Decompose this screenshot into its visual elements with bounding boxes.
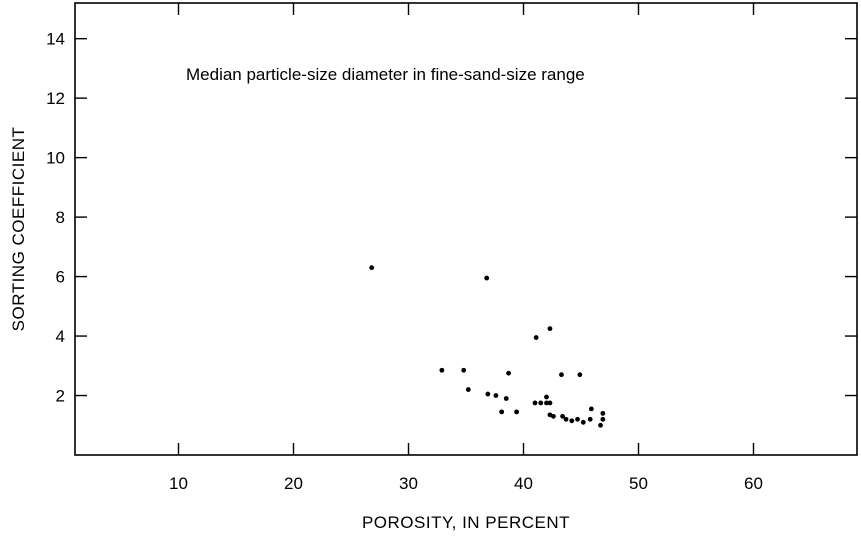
data-point xyxy=(465,387,471,392)
data-point xyxy=(484,275,490,281)
y-tick-label-12: 12 xyxy=(46,89,65,108)
data-points xyxy=(369,265,606,428)
data-point xyxy=(580,419,586,425)
data-point xyxy=(514,409,519,415)
y-tick-label-4: 4 xyxy=(56,327,65,346)
y-tick-label-8: 8 xyxy=(56,208,65,227)
x-tick-label-40: 40 xyxy=(514,474,533,493)
data-point xyxy=(547,326,553,332)
data-point xyxy=(503,396,509,401)
data-point xyxy=(600,410,606,416)
y-tick-label-10: 10 xyxy=(46,149,65,168)
data-point xyxy=(575,416,580,422)
data-point xyxy=(439,367,445,373)
x-tick-label-10: 10 xyxy=(169,474,188,493)
data-point xyxy=(587,416,593,422)
data-point xyxy=(559,372,564,378)
data-point xyxy=(493,393,499,398)
data-point xyxy=(563,416,569,422)
axis-tick-labels: 10 20 30 40 50 60 2 4 6 8 10 12 14 xyxy=(46,30,763,493)
data-point xyxy=(499,409,505,415)
x-tick-label-50: 50 xyxy=(629,474,648,493)
data-point xyxy=(506,370,511,376)
x-tick-label-60: 60 xyxy=(744,474,763,493)
data-point xyxy=(598,422,603,428)
data-point xyxy=(532,400,538,406)
data-point xyxy=(560,413,565,419)
chart-annotation: Median particle-size diameter in fine-sa… xyxy=(186,65,585,84)
data-point xyxy=(588,406,594,412)
axis-ticks xyxy=(75,3,857,455)
data-point xyxy=(538,400,544,406)
data-point xyxy=(577,372,583,378)
data-point xyxy=(485,391,491,397)
y-axis-label: SORTING COEFFICIENT xyxy=(9,127,28,332)
data-point xyxy=(600,416,606,422)
data-point xyxy=(533,335,539,340)
y-tick-label-6: 6 xyxy=(56,268,65,287)
y-tick-label-14: 14 xyxy=(46,30,65,49)
x-tick-label-20: 20 xyxy=(284,474,303,493)
x-tick-label-30: 30 xyxy=(399,474,418,493)
data-point xyxy=(461,367,467,373)
data-point xyxy=(569,418,575,424)
y-tick-label-2: 2 xyxy=(56,387,65,406)
data-point xyxy=(547,400,553,406)
data-point xyxy=(544,400,549,406)
data-point xyxy=(551,413,556,419)
plot-frame xyxy=(74,2,858,456)
data-point xyxy=(544,394,549,400)
x-axis-label: POROSITY, IN PERCENT xyxy=(362,513,570,532)
data-point xyxy=(369,265,375,271)
